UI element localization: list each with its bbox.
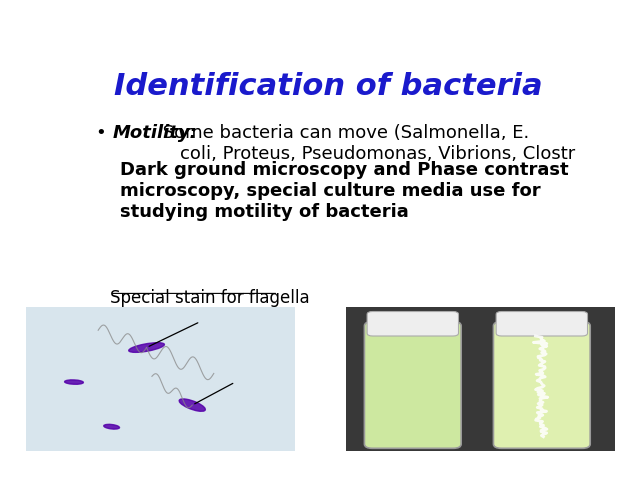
Ellipse shape <box>104 424 120 429</box>
FancyBboxPatch shape <box>367 312 458 336</box>
Text: Motility:: Motility: <box>112 124 197 142</box>
Text: Special stain for flagella: Special stain for flagella <box>110 288 309 307</box>
FancyBboxPatch shape <box>493 322 590 448</box>
Ellipse shape <box>65 380 83 384</box>
Ellipse shape <box>179 399 205 411</box>
Text: •: • <box>95 124 106 142</box>
Text: Some bacteria can move (Salmonella, E.
    coli, Proteus, Pseudomonas, Vibrions,: Some bacteria can move (Salmonella, E. c… <box>157 124 621 163</box>
Text: Dark ground microscopy and Phase contrast
    microscopy, special culture media : Dark ground microscopy and Phase contras… <box>95 161 568 221</box>
FancyBboxPatch shape <box>364 322 461 448</box>
FancyBboxPatch shape <box>496 312 588 336</box>
Ellipse shape <box>129 343 164 352</box>
Text: Identification of bacteria: Identification of bacteria <box>114 72 542 101</box>
